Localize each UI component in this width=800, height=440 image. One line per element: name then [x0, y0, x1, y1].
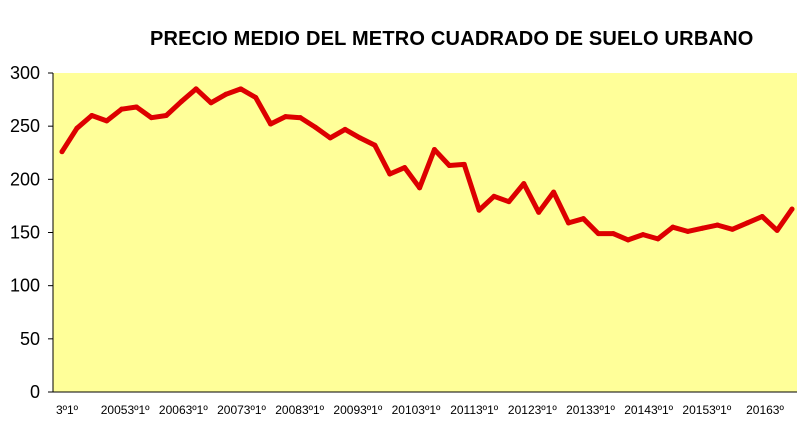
data-point-34 — [566, 220, 572, 226]
x-tick-label-10: 20143º1º — [624, 403, 673, 417]
data-point-49 — [789, 206, 795, 212]
data-point-25 — [431, 147, 437, 153]
data-point-28 — [476, 207, 482, 213]
x-tick-label-11: 20153º1º — [682, 403, 731, 417]
data-point-13 — [253, 94, 259, 100]
data-point-14 — [268, 121, 274, 127]
data-point-3 — [104, 118, 110, 124]
data-point-17 — [312, 124, 318, 130]
data-point-2 — [89, 113, 95, 119]
x-tick-label-3: 20073º1º — [217, 403, 266, 417]
data-point-45 — [729, 226, 735, 232]
data-point-37 — [610, 231, 616, 237]
data-point-5 — [133, 104, 139, 110]
x-tick-label-9: 20133º1º — [566, 403, 615, 417]
data-point-35 — [580, 216, 586, 222]
data-point-20 — [357, 135, 363, 141]
data-point-31 — [521, 181, 527, 187]
y-axis-ticks: 0 50 100 150 200 250 300 — [10, 63, 53, 402]
data-point-33 — [551, 189, 557, 195]
data-point-30 — [506, 199, 512, 205]
data-point-48 — [774, 227, 780, 233]
data-point-27 — [461, 161, 467, 167]
data-point-6 — [148, 115, 154, 121]
data-point-32 — [536, 209, 542, 215]
y-tick-label-100: 100 — [10, 276, 40, 296]
data-point-47 — [759, 214, 765, 220]
data-point-21 — [372, 142, 378, 148]
data-point-36 — [595, 231, 601, 237]
data-point-9 — [193, 86, 199, 92]
data-point-19 — [342, 126, 348, 132]
x-tick-label-1: 20053º1º — [101, 403, 150, 417]
chart-title: PRECIO MEDIO DEL METRO CUADRADO DE SUELO… — [150, 28, 754, 50]
data-point-16 — [297, 115, 303, 121]
x-tick-label-4: 20083º1º — [275, 403, 324, 417]
data-point-10 — [208, 100, 214, 106]
y-tick-label-250: 250 — [10, 116, 40, 136]
data-point-46 — [744, 220, 750, 226]
data-point-40 — [655, 236, 661, 242]
series-points — [59, 86, 795, 243]
data-point-11 — [223, 91, 229, 97]
x-tick-label-5: 20093º1º — [333, 403, 382, 417]
data-point-39 — [640, 232, 646, 238]
data-point-29 — [491, 193, 497, 199]
data-point-26 — [446, 163, 452, 169]
data-point-23 — [402, 165, 408, 171]
data-point-15 — [282, 114, 288, 120]
data-point-44 — [715, 222, 721, 228]
data-point-1 — [74, 125, 80, 131]
data-point-42 — [685, 228, 691, 234]
series-line — [59, 86, 795, 243]
x-tick-label-12: 20163º — [746, 403, 784, 417]
x-tick-label-7: 20113º1º — [450, 403, 499, 417]
data-point-18 — [327, 135, 333, 141]
x-tick-label-8: 20123º1º — [508, 403, 557, 417]
y-tick-label-300: 300 — [10, 63, 40, 83]
y-tick-label-50: 50 — [20, 329, 40, 349]
data-point-41 — [670, 224, 676, 230]
data-point-8 — [178, 99, 184, 105]
x-tick-label-2: 20063º1º — [159, 403, 208, 417]
data-point-43 — [700, 225, 706, 231]
y-tick-label-150: 150 — [10, 223, 40, 243]
data-point-7 — [163, 113, 169, 119]
y-tick-label-0: 0 — [30, 382, 40, 402]
data-point-24 — [417, 185, 423, 191]
y-tick-label-200: 200 — [10, 169, 40, 189]
x-tick-label-0: 3º1º — [56, 403, 79, 417]
data-point-38 — [625, 237, 631, 243]
data-point-0 — [59, 149, 65, 155]
data-point-12 — [238, 86, 244, 92]
plot-area — [53, 73, 797, 392]
data-point-4 — [119, 106, 125, 112]
data-point-22 — [387, 171, 393, 177]
x-axis-ticks: 3º1º 20053º1º 20063º1º 20073º1º 20083º1º 2009… — [56, 403, 785, 417]
x-tick-label-6: 20103º1º — [392, 403, 441, 417]
